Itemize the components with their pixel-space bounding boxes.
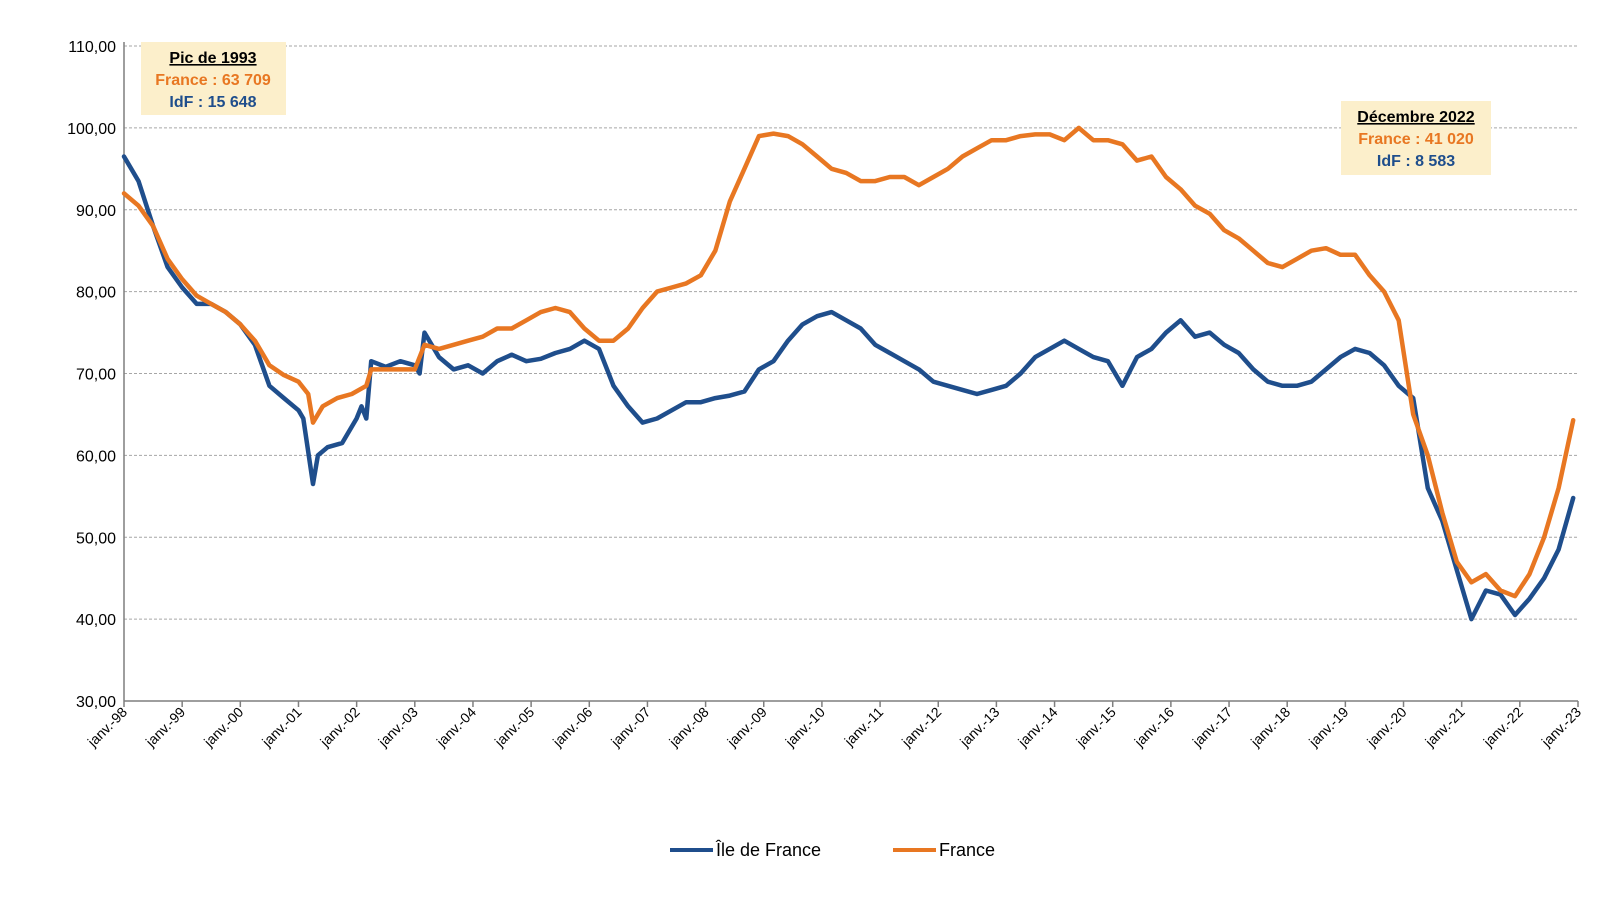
- annotation-december-2022: Décembre 2022 France : 41 020 IdF : 8 58…: [1341, 101, 1491, 175]
- legend: Île de France France: [670, 840, 995, 860]
- y-tick-label: 40,00: [76, 612, 116, 629]
- x-tick-label: janv.-18: [1247, 704, 1294, 751]
- x-tick-label: janv.-17: [1189, 704, 1236, 751]
- x-tick-label: janv.-15: [1072, 704, 1119, 751]
- annotation-peak-1993-title: Pic de 1993: [169, 50, 256, 67]
- series-line-ile-de-france: [121, 154, 1576, 622]
- x-tick-label: janv.-07: [607, 704, 654, 751]
- x-tick-label: janv.-16: [1130, 704, 1177, 751]
- annotation-peak-1993-idf: IdF : 15 648: [169, 94, 256, 111]
- x-tick-label: janv.-14: [1014, 704, 1061, 751]
- x-tick-label: janv.-21: [1421, 704, 1468, 751]
- x-tick-label: janv.-11: [840, 704, 886, 750]
- annotation-december-2022-idf: IdF : 8 583: [1377, 153, 1455, 170]
- x-tick-label: janv.-04: [433, 704, 480, 751]
- x-tick-label: janv.-02: [316, 704, 363, 751]
- annotation-peak-1993-box: [141, 42, 286, 115]
- x-tick-label: janv.-20: [1363, 704, 1410, 751]
- x-tick-label: janv.-08: [665, 704, 712, 751]
- y-tick-label: 60,00: [76, 448, 116, 465]
- annotation-december-2022-box: [1341, 101, 1491, 175]
- x-tick-label: janv.-01: [258, 704, 305, 751]
- y-tick-label: 110,00: [68, 39, 116, 56]
- x-tick-label: janv.-05: [491, 704, 538, 751]
- annotation-december-2022-france: France : 41 020: [1358, 131, 1474, 148]
- y-tick-label: 70,00: [76, 367, 116, 384]
- y-tick-label: 30,00: [76, 694, 116, 711]
- gridlines: [124, 45, 1578, 620]
- x-tick-label: janv.-13: [956, 704, 1003, 751]
- series-lines: [121, 125, 1576, 622]
- x-tick-label: janv.-99: [142, 704, 189, 751]
- series-line-france: [121, 125, 1576, 599]
- x-tick-label: janv.-12: [898, 704, 945, 751]
- x-tick-label: janv.-10: [782, 704, 829, 751]
- x-tick-label: janv.-03: [374, 704, 421, 751]
- legend-label-idf: Île de France: [715, 840, 821, 860]
- x-tick-label: janv.-23: [1538, 704, 1585, 751]
- y-tick-label: 80,00: [76, 285, 116, 302]
- annotation-peak-1993-france: France : 63 709: [155, 72, 271, 89]
- annotation-peak-1993: Pic de 1993 France : 63 709 IdF : 15 648: [141, 42, 286, 115]
- annotation-december-2022-title: Décembre 2022: [1357, 109, 1475, 126]
- y-tick-label: 100,00: [67, 121, 116, 138]
- legend-label-france: France: [939, 840, 995, 860]
- x-tick-label: janv.-19: [1305, 704, 1352, 751]
- x-tick-label: janv.-09: [723, 704, 770, 751]
- y-tick-label: 50,00: [76, 530, 116, 547]
- x-tick-label: janv.-22: [1479, 704, 1526, 751]
- x-tick-label: janv.-00: [200, 704, 247, 751]
- x-tick-label: janv.-06: [549, 704, 596, 751]
- y-tick-label: 90,00: [76, 203, 116, 220]
